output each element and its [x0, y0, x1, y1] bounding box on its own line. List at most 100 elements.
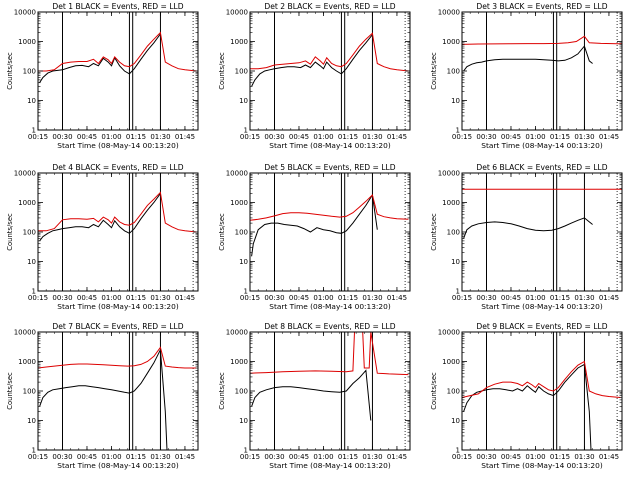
series-events-line [39, 33, 161, 83]
x-tick-label: 01:00 [313, 294, 333, 302]
x-tick-label: 01:00 [101, 453, 121, 461]
x-tick-label: 01:30 [362, 294, 382, 302]
y-tick-label: 1000 [230, 38, 248, 46]
x-tick-label: 01:00 [525, 294, 545, 302]
x-tick-label: 01:45 [175, 133, 195, 141]
y-axis-label: Counts/sec [218, 52, 226, 90]
panel-det-5: Det 5 BLACK = Events, RED = LLD 1 10 100 100… [218, 163, 411, 311]
x-tick-label: 00:15 [28, 453, 48, 461]
x-tick-label: 01:45 [387, 133, 407, 141]
x-tick-label: 01:45 [387, 453, 407, 461]
x-tick-label: 00:30 [52, 294, 72, 302]
x-tick-label: 00:30 [264, 453, 284, 461]
x-tick-label: 01:00 [101, 133, 121, 141]
y-tick-label: 1000 [230, 199, 248, 207]
panel-det-8: Det 8 BLACK = Events, RED = LLD 1 10 100 100… [218, 322, 411, 470]
x-tick-label: 00:30 [476, 294, 496, 302]
x-tick-label: 00:45 [289, 453, 309, 461]
series-events-line [39, 193, 161, 242]
x-tick-label: 01:00 [313, 453, 333, 461]
x-tick-label: 01:15 [550, 294, 570, 302]
x-tick-label: 00:15 [240, 294, 260, 302]
y-tick-label: 10000 [438, 170, 460, 178]
x-tick-label: 00:15 [28, 294, 48, 302]
y-tick-label: 1 [244, 447, 248, 455]
x-tick-label: 01:30 [150, 453, 170, 461]
panel-title: Det 5 BLACK = Events, RED = LLD [264, 163, 395, 172]
y-tick-label: 10 [239, 97, 248, 105]
x-tick-label: 01:00 [313, 133, 333, 141]
x-axis-label: Start Time (08-May-14 00:13:20) [481, 461, 603, 470]
x-tick-label: 00:30 [52, 453, 72, 461]
series-events-line [39, 347, 168, 450]
x-axis-label: Start Time (08-May-14 00:13:20) [57, 302, 179, 311]
panel-title: Det 6 BLACK = Events, RED = LLD [476, 163, 607, 172]
series-events-line [463, 217, 593, 239]
y-axis-label: Counts/sec [430, 372, 438, 410]
panel-title: Det 2 BLACK = Events, RED = LLD [264, 2, 395, 11]
y-tick-label: 100 [447, 229, 460, 237]
series-events-line [251, 34, 373, 87]
panel-det-9: Det 9 BLACK = Events, RED = LLD 1 10 100 100… [430, 322, 623, 470]
y-tick-label: 10 [451, 258, 460, 266]
y-tick-label: 10 [239, 258, 248, 266]
y-tick-label: 10000 [226, 329, 248, 337]
x-tick-label: 00:15 [452, 294, 472, 302]
series-lld-line [462, 35, 622, 45]
x-tick-label: 00:30 [264, 294, 284, 302]
y-axis-label: Counts/sec [6, 372, 14, 410]
x-axis-label: Start Time (08-May-14 00:13:20) [481, 302, 603, 311]
series-lld-line [250, 32, 409, 72]
y-axis-label: Counts/sec [430, 52, 438, 90]
x-tick-label: 00:30 [476, 133, 496, 141]
x-axis-label: Start Time (08-May-14 00:13:20) [269, 461, 391, 470]
x-tick-label: 01:45 [175, 453, 195, 461]
x-tick-label: 00:45 [77, 453, 97, 461]
y-tick-label: 1 [244, 288, 248, 296]
y-tick-label: 10000 [14, 170, 36, 178]
x-tick-label: 00:15 [452, 453, 472, 461]
y-tick-label: 10000 [226, 170, 248, 178]
x-tick-label: 00:45 [501, 294, 521, 302]
panel-title: Det 1 BLACK = Events, RED = LLD [52, 2, 183, 11]
x-tick-label: 00:15 [452, 133, 472, 141]
x-tick-label: 00:45 [501, 453, 521, 461]
x-tick-label: 01:15 [126, 133, 146, 141]
series-lld-line [462, 360, 621, 398]
y-tick-label: 10000 [14, 9, 36, 17]
y-tick-label: 1 [456, 447, 460, 455]
y-tick-label: 1 [456, 127, 460, 135]
x-tick-label: 01:30 [574, 453, 594, 461]
panel-title: Det 3 BLACK = Events, RED = LLD [476, 2, 607, 11]
panel-det-6: Det 6 BLACK = Events, RED = LLD 1 10 100 100… [430, 163, 623, 311]
x-tick-label: 01:45 [175, 294, 195, 302]
x-tick-label: 00:45 [289, 133, 309, 141]
x-tick-label: 01:45 [599, 453, 619, 461]
series-lld-line [250, 194, 409, 221]
y-tick-label: 10000 [14, 329, 36, 337]
x-tick-label: 01:15 [550, 453, 570, 461]
x-tick-label: 01:45 [387, 294, 407, 302]
panel-det-3: Det 3 BLACK = Events, RED = LLD 1 10 100 100… [430, 2, 623, 150]
panel-title: Det 7 BLACK = Events, RED = LLD [52, 322, 183, 331]
series-lld-line [38, 31, 197, 72]
x-tick-label: 01:00 [101, 294, 121, 302]
x-axis-label: Start Time (08-May-14 00:13:20) [57, 461, 179, 470]
y-axis-label: Counts/sec [430, 213, 438, 251]
x-tick-label: 01:00 [525, 133, 545, 141]
y-tick-label: 10000 [226, 9, 248, 17]
x-tick-label: 00:45 [289, 294, 309, 302]
y-tick-label: 1000 [18, 358, 36, 366]
y-tick-label: 1000 [442, 38, 460, 46]
panel-title: Det 4 BLACK = Events, RED = LLD [52, 163, 183, 172]
x-tick-label: 01:15 [126, 453, 146, 461]
x-tick-label: 01:30 [574, 294, 594, 302]
x-tick-label: 01:15 [338, 133, 358, 141]
y-tick-label: 10 [451, 97, 460, 105]
series-events-line [463, 45, 593, 72]
y-tick-label: 100 [235, 68, 248, 76]
x-tick-label: 00:45 [501, 133, 521, 141]
x-tick-label: 01:15 [338, 294, 358, 302]
y-tick-label: 10 [27, 417, 36, 425]
